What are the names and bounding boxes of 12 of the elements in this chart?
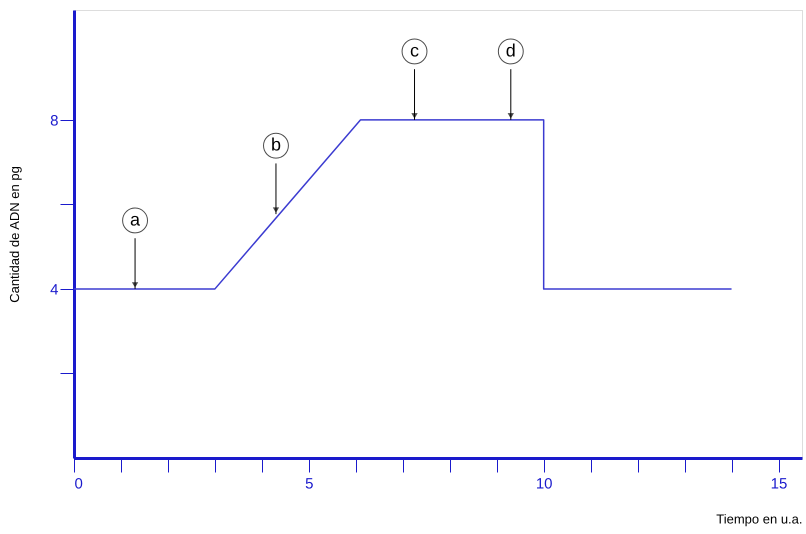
y-tick-label: 4 <box>50 281 58 298</box>
y-axis-title: Cantidad de ADN en pg <box>7 166 22 303</box>
annotation: c <box>410 40 420 60</box>
x-tick-label: 10 <box>536 476 553 492</box>
x-tick-label: 5 <box>305 476 314 492</box>
x-tick-label: 0 <box>74 476 83 492</box>
x-axis-title: Tiempo en u.a. <box>716 512 802 526</box>
annotation: a <box>130 209 142 230</box>
annotation: d <box>506 40 516 60</box>
annotation: b <box>270 134 281 155</box>
x-tick-label: 15 <box>770 476 788 492</box>
y-tick-label: 8 <box>50 112 58 130</box>
